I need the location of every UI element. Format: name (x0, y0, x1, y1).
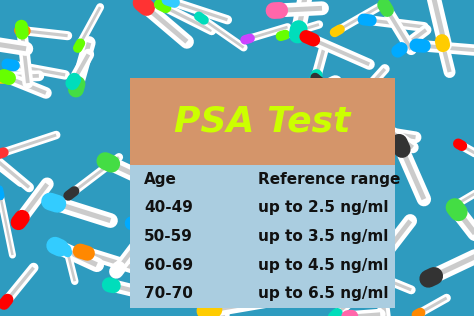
Text: Reference range: Reference range (258, 172, 401, 187)
Text: 50-59: 50-59 (144, 229, 193, 244)
Bar (130, 78, 395, 165)
Text: 40-49: 40-49 (144, 200, 193, 216)
Bar (130, 165, 395, 308)
Text: up to 4.5 ng/ml: up to 4.5 ng/ml (258, 258, 388, 273)
Text: 70-70: 70-70 (144, 286, 193, 301)
Text: 60-69: 60-69 (144, 258, 193, 273)
Text: Age: Age (144, 172, 177, 187)
Text: up to 2.5 ng/ml: up to 2.5 ng/ml (258, 200, 389, 216)
Text: up to 3.5 ng/ml: up to 3.5 ng/ml (258, 229, 388, 244)
Text: up to 6.5 ng/ml: up to 6.5 ng/ml (258, 286, 389, 301)
Text: PSA Test: PSA Test (174, 105, 351, 138)
